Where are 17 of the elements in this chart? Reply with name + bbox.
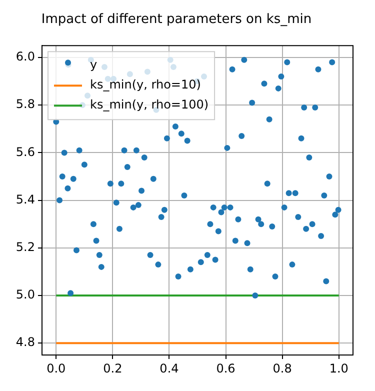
legend-label: y	[90, 58, 98, 72]
x-tick-label: 0.4	[160, 361, 179, 376]
legend-label: ks_min(y, rho=100)	[90, 98, 209, 112]
legend-label: ks_min(y, rho=10)	[90, 78, 201, 92]
x-tick-label: 0.0	[46, 361, 66, 376]
y-tick-label: 5.6	[16, 144, 35, 159]
x-tick-label: 0.2	[103, 361, 122, 376]
x-tick-label: 0.8	[272, 361, 292, 376]
y-tick-label: 5.0	[16, 288, 35, 302]
x-tick-label: 0.6	[216, 361, 236, 376]
x-tick-label: 1.0	[329, 361, 348, 376]
y-tick-label: 5.4	[16, 192, 35, 206]
y-tick-label: 6.0	[16, 50, 35, 64]
y-tick-label: 4.8	[16, 335, 35, 350]
y-tick-label: 5.2	[16, 240, 35, 254]
y-tick-label: 5.8	[16, 97, 35, 112]
chart-title: Impact of different parameters on ks_min	[41, 12, 312, 28]
